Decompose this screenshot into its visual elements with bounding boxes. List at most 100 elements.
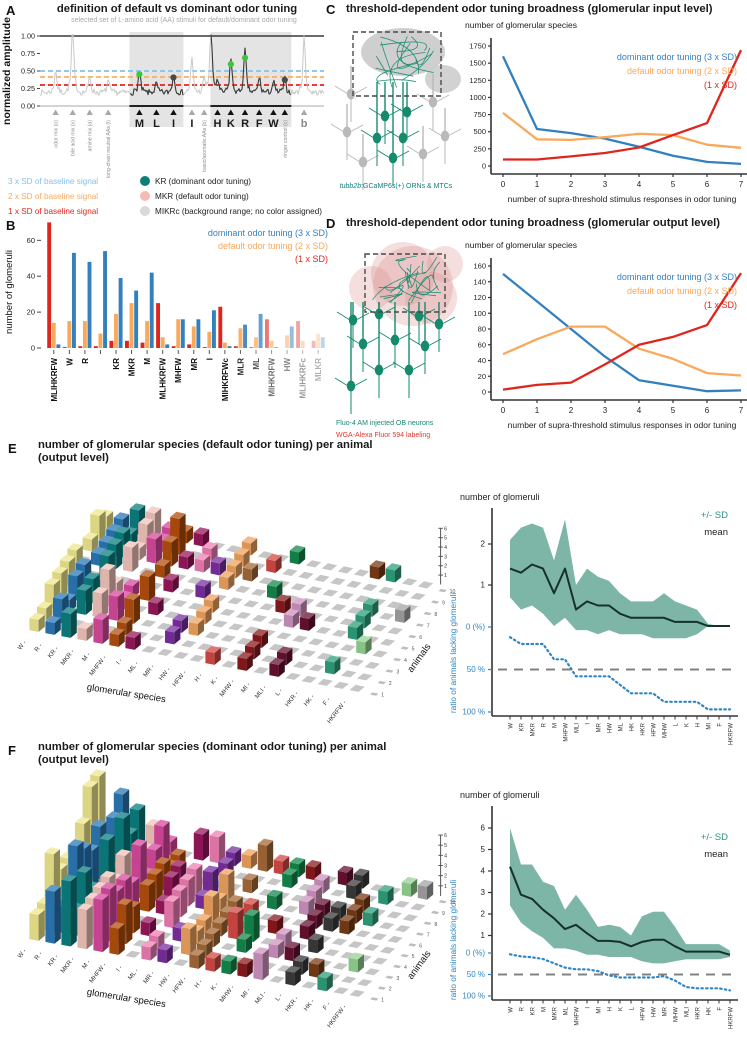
svg-text:R: R xyxy=(520,1006,526,1011)
svg-text:5: 5 xyxy=(412,954,415,960)
svg-text:animals: animals xyxy=(405,948,433,981)
svg-text:1: 1 xyxy=(381,997,384,1003)
svg-text:M -: M - xyxy=(81,651,92,662)
svg-text:0: 0 xyxy=(31,344,35,353)
svg-text:HW: HW xyxy=(608,723,614,733)
svg-text:number of glomerular species: number of glomerular species xyxy=(465,240,577,250)
svg-text:1: 1 xyxy=(535,406,540,415)
svg-text:I -: I - xyxy=(115,965,124,974)
svg-text:H: H xyxy=(696,723,702,727)
svg-text:I: I xyxy=(586,1007,592,1009)
svg-text:2: 2 xyxy=(389,681,392,687)
svg-text:W: W xyxy=(65,358,74,366)
svg-text:F: F xyxy=(718,1007,724,1011)
svg-text:4: 4 xyxy=(481,867,486,876)
svg-text:MLIHKRFc: MLIHKRFc xyxy=(299,357,308,398)
svg-text:0.75: 0.75 xyxy=(21,49,35,58)
svg-text:M: M xyxy=(553,723,559,728)
svg-text:10: 10 xyxy=(450,589,456,595)
svg-text:M -: M - xyxy=(81,959,92,970)
panel-e-title: number of glomerular species (default od… xyxy=(38,439,373,464)
panel-f-3d-bar-chart: W -R - KR - MKR -M -MHFW -I - ML - MR - HW -H… xyxy=(16,769,456,1029)
panel-d-title: threshold-dependent odor tuning broadnes… xyxy=(346,217,721,229)
svg-text:glomerular species: glomerular species xyxy=(86,682,167,705)
svg-text:2: 2 xyxy=(569,180,574,189)
svg-text:KR: KR xyxy=(112,358,121,370)
svg-text:F: F xyxy=(718,723,724,727)
svg-text:4: 4 xyxy=(404,658,407,664)
svg-text:20: 20 xyxy=(478,372,486,381)
svg-text:MKR: MKR xyxy=(531,722,537,736)
svg-text:mean: mean xyxy=(704,527,728,538)
svg-text:0: 0 xyxy=(501,180,506,189)
svg-text:HFW -: HFW - xyxy=(171,976,188,995)
svg-text:H -: H - xyxy=(193,979,204,990)
legend-mkr: MKR (default odor tuning) xyxy=(140,189,322,204)
legend-1xsd: (1 x SD) xyxy=(294,254,328,264)
svg-text:ML -: ML - xyxy=(127,967,140,981)
svg-text:8: 8 xyxy=(434,922,437,928)
svg-text:MR: MR xyxy=(663,1006,669,1016)
svg-text:2: 2 xyxy=(444,564,447,570)
svg-text:animals: animals xyxy=(405,642,433,675)
svg-text:I: I xyxy=(172,118,175,130)
svg-text:5: 5 xyxy=(412,647,415,653)
svg-text:HK -: HK - xyxy=(303,693,316,707)
svg-text:number of glomerular species: number of glomerular species xyxy=(465,20,577,30)
svg-text:10: 10 xyxy=(450,900,456,906)
svg-text:number of supra-threshold stim: number of supra-threshold stimulus respo… xyxy=(508,420,737,430)
svg-text:MI -: MI - xyxy=(240,681,252,694)
svg-text:MLI -: MLI - xyxy=(254,684,268,700)
svg-text:2: 2 xyxy=(481,910,486,919)
svg-text:20: 20 xyxy=(27,308,35,317)
svg-text:40: 40 xyxy=(478,356,486,365)
svg-text:1750: 1750 xyxy=(469,42,486,51)
svg-text:MKR: MKR xyxy=(553,1006,559,1020)
svg-text:L: L xyxy=(630,1006,636,1010)
svg-text:50 %: 50 % xyxy=(467,970,485,979)
svg-text:3: 3 xyxy=(603,180,608,189)
svg-text:HW -: HW - xyxy=(158,973,172,989)
svg-text:750: 750 xyxy=(473,110,486,119)
svg-text:MHW: MHW xyxy=(674,1007,680,1022)
svg-text:500: 500 xyxy=(473,127,486,136)
svg-text:K: K xyxy=(619,1007,625,1011)
svg-text:0.25: 0.25 xyxy=(21,84,35,93)
svg-text:W: W xyxy=(509,1007,515,1013)
panel-d-micrograph xyxy=(334,242,463,414)
panel-b-legend: dominant odor tuning (3 x SD) default od… xyxy=(150,227,328,266)
svg-text:MHFW -: MHFW - xyxy=(88,962,108,985)
svg-text:1000: 1000 xyxy=(469,93,486,102)
panel-e-3d-bar-chart: W -R - KR - MKR -M -MHFW -I - ML - MR - HW -H… xyxy=(16,503,456,725)
svg-text:5: 5 xyxy=(444,536,447,542)
svg-text:amine mix (a): amine mix (a) xyxy=(88,120,94,152)
panel-d-line-chart: number of glomerular species020406080100… xyxy=(465,240,747,430)
svg-text:default odor tuning (2 x SD): default odor tuning (2 x SD) xyxy=(627,66,737,76)
svg-text:HFW: HFW xyxy=(641,1007,647,1021)
svg-text:1: 1 xyxy=(444,884,447,890)
svg-text:K -: K - xyxy=(210,675,220,686)
svg-text:HKR: HKR xyxy=(696,1006,702,1019)
svg-text:2: 2 xyxy=(389,987,392,993)
svg-text:HK: HK xyxy=(630,723,636,731)
svg-text:80: 80 xyxy=(478,325,486,334)
panel-c-line-chart: number of glomerular species 0 250 500 750 10… xyxy=(465,20,747,204)
svg-text:basic/aromatic AAs (b): basic/aromatic AAs (b) xyxy=(202,120,208,172)
svg-text:MR: MR xyxy=(190,358,199,371)
svg-text:HW: HW xyxy=(283,358,292,372)
svg-text:6: 6 xyxy=(481,824,486,833)
panel-c-title: threshold-dependent odor tuning broadnes… xyxy=(346,3,713,15)
svg-text:100: 100 xyxy=(473,309,486,318)
svg-text:6: 6 xyxy=(705,180,710,189)
svg-text:0.50: 0.50 xyxy=(21,67,35,76)
svg-text:7: 7 xyxy=(739,406,744,415)
svg-text:F -: F - xyxy=(322,1001,332,1011)
svg-text:250: 250 xyxy=(473,144,486,153)
svg-text:7: 7 xyxy=(427,933,430,939)
svg-text:K: K xyxy=(227,118,235,130)
svg-text:number of glomeruli: number of glomeruli xyxy=(4,250,15,334)
svg-text:3: 3 xyxy=(481,888,486,897)
svg-text:I: I xyxy=(586,723,592,725)
svg-text:HK -: HK - xyxy=(303,998,316,1012)
